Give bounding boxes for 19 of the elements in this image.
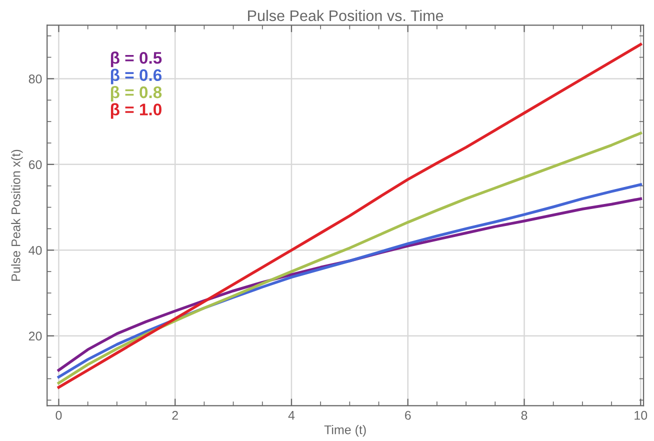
x-tick-label: 8	[521, 410, 528, 420]
text: β = 0.8	[110, 86, 162, 102]
line-series	[57, 43, 642, 389]
chart-title: Pulse Peak Position vs. Time	[248, 10, 444, 22]
x-tick-label: 4	[288, 411, 295, 420]
x-tick-label: 6	[405, 410, 411, 420]
x-tick-label: 10	[634, 410, 648, 420]
text: β = 1.0	[110, 103, 162, 119]
y-tick-label: 40	[28, 246, 42, 255]
y-tick-label: 80	[28, 74, 42, 84]
line-series	[57, 132, 642, 384]
x-tick-label: 2	[172, 410, 178, 420]
text: β = 0.5	[110, 52, 162, 68]
y-tick-label: 20	[28, 332, 42, 341]
y-tick-label: 60	[28, 160, 42, 170]
text: β = 0.6	[110, 68, 162, 84]
x-axis-title: Time (t)	[324, 425, 366, 437]
x-tick-label: 0	[56, 410, 62, 420]
y-axis-title: Pulse Peak Position x(t)	[11, 150, 23, 281]
